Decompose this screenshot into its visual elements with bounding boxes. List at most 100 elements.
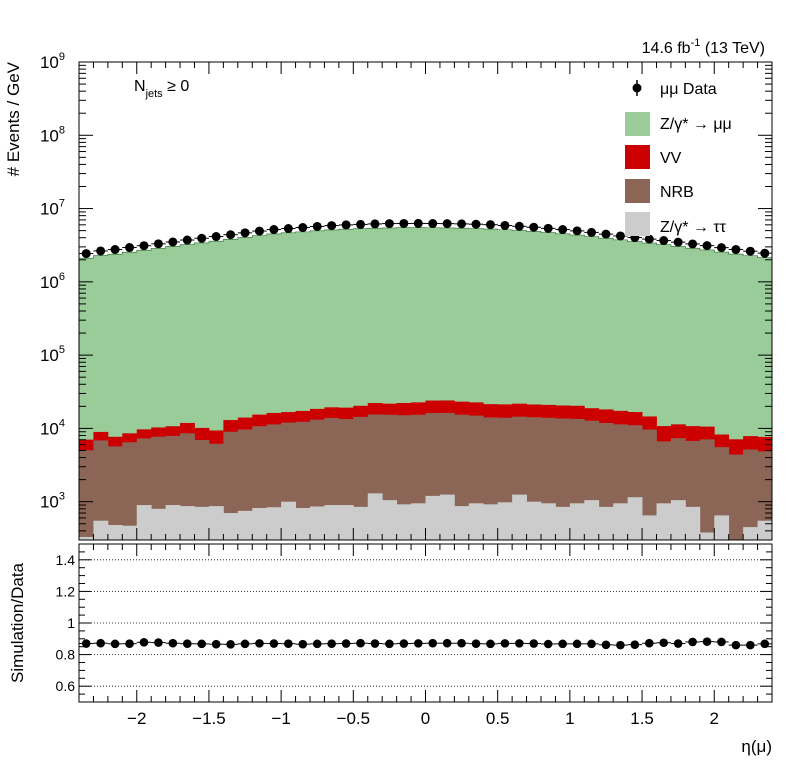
bar-ztautau: [79, 536, 94, 540]
data-point: [197, 233, 207, 243]
data-point: [153, 239, 163, 249]
data-point: [514, 221, 524, 231]
data-point: [601, 229, 611, 239]
data-point: [731, 245, 741, 255]
ratio-point: [413, 639, 423, 648]
legend-swatch-nrb: [625, 179, 650, 203]
main-y-axis-label: # Events / GeV: [4, 61, 23, 176]
bar-ztautau: [627, 497, 643, 540]
bar-ztautau: [122, 525, 138, 540]
data-point: [500, 220, 510, 230]
bar-nrb: [699, 439, 715, 540]
ratio-point: [168, 638, 178, 648]
data-point: [370, 219, 380, 229]
ratio-y-axis-label: Simulation/Data: [8, 562, 27, 683]
bar-ztautau: [670, 500, 686, 540]
ratio-point: [702, 637, 712, 646]
legend-swatch-vv: [625, 145, 650, 169]
bar-ztautau: [541, 503, 556, 540]
x-tick-label: −0.5: [337, 709, 371, 728]
ratio-point: [486, 639, 495, 649]
legend-entry-nrb: NRB: [625, 179, 694, 203]
bar-ztautau: [353, 506, 369, 540]
bar-ztautau: [281, 501, 296, 540]
x-tick-label: 0.5: [486, 709, 510, 728]
legend-label-vv: VV: [660, 150, 682, 167]
x-tick-label: 1.5: [630, 709, 654, 728]
bar-ztautau: [656, 503, 672, 540]
data-point: [615, 231, 625, 241]
data-point: [572, 226, 582, 236]
ratio-point: [688, 637, 697, 647]
bar-ztautau: [512, 494, 527, 540]
y-tick-label: 103: [40, 491, 65, 512]
ratio-y-axis-ticks: 0.6 0.8 1 1.2 1.4: [56, 543, 772, 703]
bar-ztautau: [338, 505, 354, 540]
ratio-x-axis-ticks: −2 −1.5 −1 −0.5 0 0.5 1 1.5 2: [78, 544, 773, 728]
ratio-y-tick-label: 1.4: [56, 552, 76, 568]
ratio-point: [717, 637, 726, 647]
data-point: [745, 246, 755, 256]
ratio-y-tick-label: 1: [67, 615, 75, 631]
bar-ztautau: [743, 527, 758, 540]
data-point: [384, 219, 394, 229]
ratio-point: [139, 637, 149, 647]
bar-ztautau: [382, 500, 398, 540]
bar-ztautau: [483, 504, 499, 540]
ratio-point: [211, 639, 221, 649]
bar-ztautau: [266, 507, 282, 540]
ratio-point: [644, 638, 654, 648]
ratio-point: [515, 639, 524, 648]
category-label: Njets ≥ 0: [134, 78, 189, 100]
legend: μμ Data Z/γ* → μμ VV NRB Z/γ* → ττ: [625, 80, 732, 236]
bar-ztautau: [497, 502, 513, 540]
bar-ztautau: [642, 515, 657, 540]
ratio-point: [500, 639, 510, 648]
y-tick-label: 108: [40, 124, 65, 145]
ratio-point: [673, 639, 683, 648]
data-point: [659, 236, 669, 246]
data-point: [341, 220, 351, 230]
y-tick-label: 104: [40, 417, 65, 438]
ratio-data-points: [79, 637, 772, 650]
data-point: [442, 219, 452, 229]
data-point: [688, 239, 698, 249]
legend-entry-ztautau: Z/γ* → ττ: [625, 212, 727, 236]
bar-ztautau: [714, 515, 730, 540]
bar-ztautau: [526, 501, 542, 540]
bar-ztautau: [237, 510, 253, 540]
y-tick-label: 105: [40, 344, 65, 365]
legend-label-ztautau: Z/γ* → ττ: [660, 219, 727, 236]
data-point: [399, 218, 409, 228]
data-point: [283, 224, 293, 234]
data-point: [240, 228, 250, 238]
ratio-point: [558, 639, 567, 649]
bar-ztautau: [252, 508, 268, 540]
x-tick-label: 2: [710, 709, 719, 728]
legend-label-data: μμ Data: [660, 81, 717, 98]
data-point: [168, 237, 178, 247]
lumi-label: 14.6 fb-1 (13 TeV): [642, 37, 765, 57]
ratio-y-tick-label: 0.6: [56, 678, 76, 694]
bar-ztautau: [685, 506, 701, 540]
data-point: [760, 248, 770, 258]
ratio-y-tick-label: 1.2: [56, 583, 76, 599]
data-point: [81, 249, 91, 259]
legend-label-zmumu: Z/γ* → μμ: [660, 116, 732, 133]
x-tick-label: 1: [565, 709, 574, 728]
data-point: [254, 226, 264, 236]
data-point: [558, 225, 568, 235]
bar-ztautau: [569, 503, 585, 540]
bar-nrb: [223, 431, 239, 540]
y-tick-label: 106: [40, 271, 65, 292]
data-point: [529, 222, 539, 232]
bar-ztautau: [613, 503, 629, 540]
bar-ztautau: [598, 506, 614, 540]
data-point: [312, 221, 322, 231]
ratio-point: [327, 639, 336, 648]
legend-swatch-zmumu: [625, 112, 650, 136]
x-tick-label: 0: [421, 709, 430, 728]
bar-ztautau: [107, 525, 123, 540]
ratio-point: [385, 639, 394, 649]
data-point: [298, 223, 308, 233]
